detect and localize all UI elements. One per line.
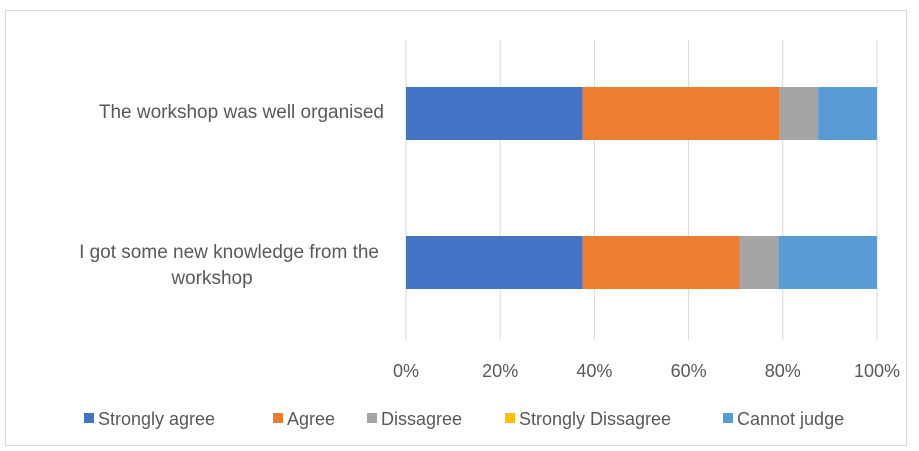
category-label-1: The workshop was well organised: [99, 102, 384, 123]
legend-swatch: [367, 413, 377, 423]
bar-segment: [406, 236, 583, 289]
category-label-2-line-1: I got some new knowledge from the: [79, 242, 379, 263]
bar-segment: [779, 87, 819, 140]
bar-segment: [406, 87, 583, 140]
legend-label: Agree: [287, 409, 335, 429]
legend-label: Dissagree: [381, 409, 462, 429]
legend-swatch: [723, 413, 733, 423]
legend-swatch: [273, 413, 283, 423]
bar-segments: [406, 87, 877, 289]
legend-swatch: [84, 413, 94, 423]
legend-label: Strongly Dissagree: [519, 409, 671, 429]
x-tick-label: 40%: [576, 361, 612, 381]
gridlines: [405, 40, 878, 340]
x-tick-label: 80%: [765, 361, 801, 381]
x-tick-label: 0%: [393, 361, 419, 381]
legend-label: Cannot judge: [737, 409, 844, 429]
bar-segment: [582, 236, 740, 289]
bar-segment: [582, 87, 780, 140]
bar-segment: [739, 236, 779, 289]
x-axis-ticks: 0% 20% 40% 60% 80% 100%: [393, 361, 900, 381]
category-label-2-line-2: workshop: [170, 268, 252, 289]
legend-swatch: [505, 413, 515, 423]
bar-segment: [818, 87, 877, 140]
x-tick-label: 20%: [482, 361, 518, 381]
chart-frame: [5, 10, 907, 446]
legend-label: Strongly agree: [98, 409, 215, 429]
x-tick-label: 60%: [671, 361, 707, 381]
legend: Strongly agree Agree Dissagree Strongly Dis…: [84, 409, 844, 429]
x-tick-label: 100%: [854, 361, 900, 381]
bar-segment: [778, 236, 877, 289]
